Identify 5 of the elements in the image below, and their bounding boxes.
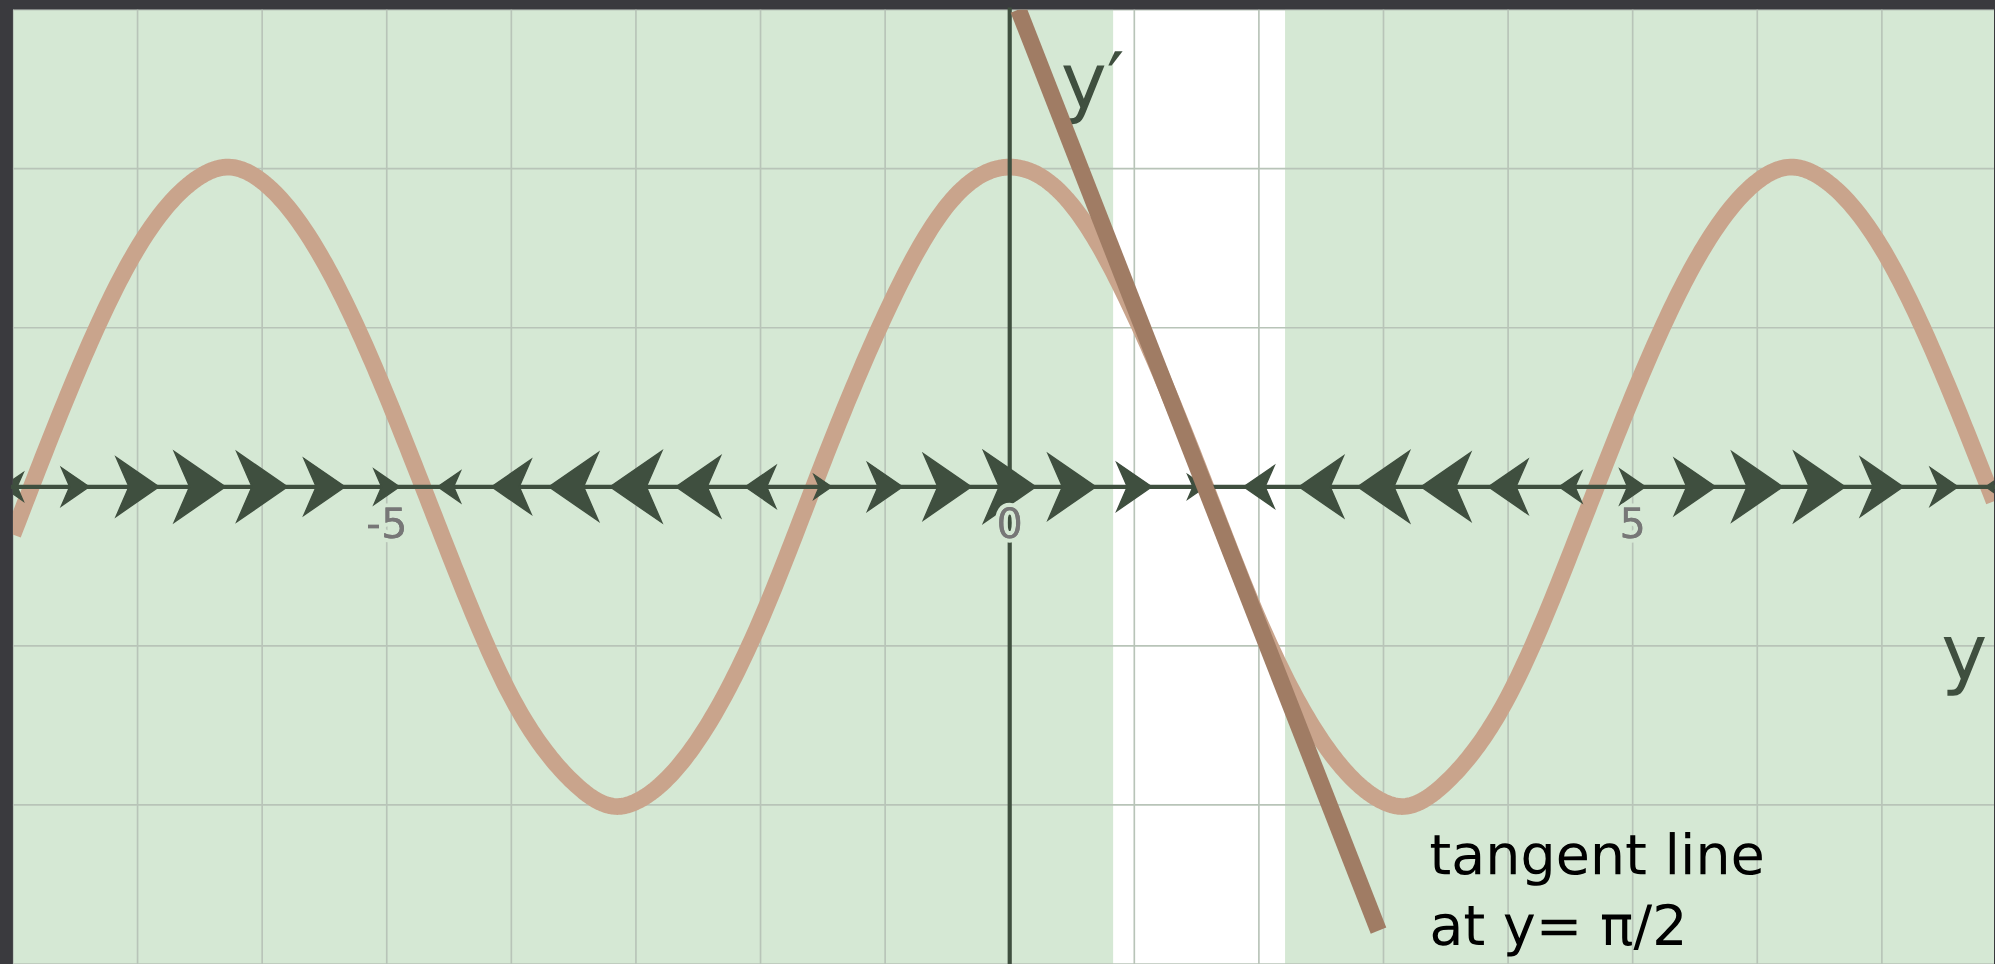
x-axis-title: y <box>1943 636 1985 696</box>
x-tick-label: -5 <box>368 507 404 539</box>
annotation: tangent line at y= π/2 <box>1430 832 1762 957</box>
y-axis-title: y′ <box>1063 51 1123 125</box>
x-tick-label: 5 <box>1622 507 1643 539</box>
